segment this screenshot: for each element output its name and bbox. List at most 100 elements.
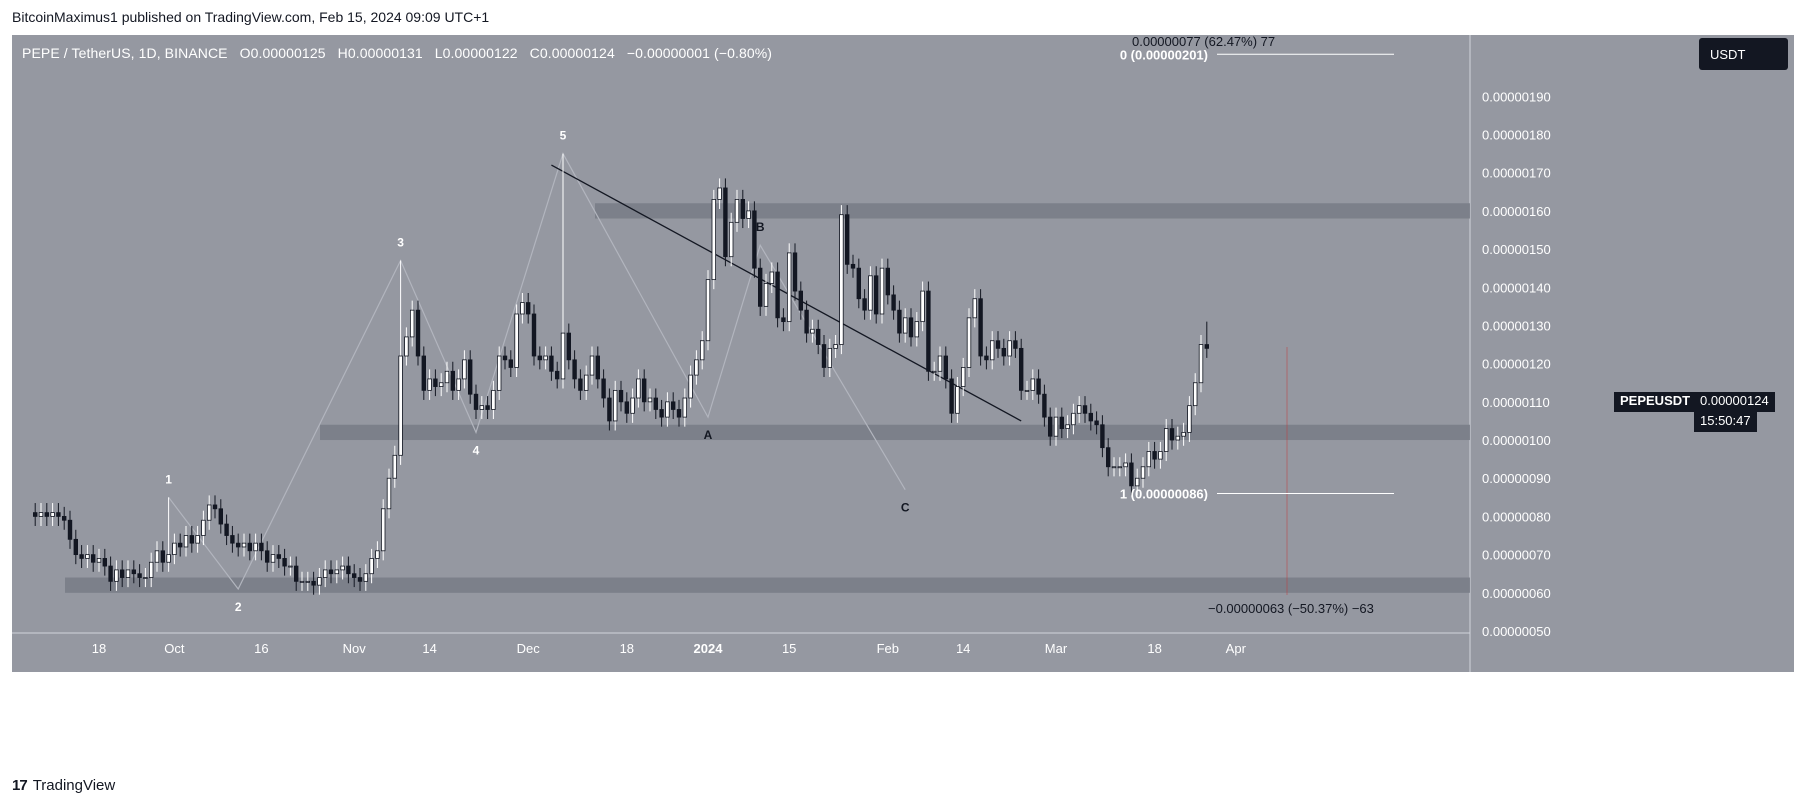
candle-body — [67, 519, 73, 540]
symbol-title[interactable]: PEPE / TetherUS, 1D, BINANCE — [22, 45, 228, 61]
candle-up — [543, 346, 548, 370]
candle-down — [676, 399, 682, 427]
candle-up — [166, 497, 171, 572]
candle-down — [740, 189, 745, 229]
candle-body — [346, 565, 351, 575]
candle-up — [369, 548, 374, 584]
candle-body — [920, 290, 925, 323]
candle-up — [868, 266, 873, 320]
candle-up — [972, 289, 977, 328]
candle-body — [1111, 466, 1117, 469]
candle-body — [421, 355, 426, 391]
candle-down — [264, 541, 270, 572]
candle-body — [1077, 405, 1082, 414]
candle-body — [264, 550, 270, 563]
candle-body — [763, 283, 769, 307]
candle-up — [253, 533, 258, 561]
candle-up — [496, 346, 502, 400]
candle-up — [1111, 457, 1117, 477]
candle-up — [961, 357, 966, 397]
candle-down — [885, 258, 890, 305]
candle-body — [276, 554, 281, 559]
candle-down — [189, 525, 194, 553]
candle-down — [566, 323, 571, 370]
candle-up — [317, 567, 322, 595]
currency-button[interactable]: USDT — [1699, 38, 1788, 70]
candle-body — [38, 512, 44, 517]
candle-up — [903, 308, 908, 343]
candle-down — [1152, 441, 1157, 469]
candle-body — [531, 313, 537, 357]
candle-up — [1024, 380, 1030, 400]
candle-up — [647, 388, 653, 412]
candle-up — [827, 338, 832, 378]
candle-body — [293, 565, 299, 582]
candle-down — [485, 396, 490, 420]
candle-body — [520, 302, 525, 315]
candle-up — [729, 212, 734, 267]
candle-body — [363, 573, 368, 582]
price-tick-label: 0.00000170 — [1482, 166, 1551, 181]
wave-label: 3 — [397, 236, 404, 250]
candle-up — [270, 545, 276, 572]
candle-body — [508, 359, 513, 368]
candle-body — [375, 550, 380, 559]
candle-up — [427, 369, 432, 400]
candle-down — [908, 308, 914, 347]
candle-body — [688, 374, 693, 399]
candle-body — [671, 401, 676, 410]
candle-body — [897, 309, 902, 334]
candle-body — [311, 580, 316, 586]
candle-body — [845, 214, 850, 265]
candle-down — [421, 346, 426, 400]
candle-up — [154, 541, 160, 572]
candle-body — [369, 558, 374, 575]
low-key: L — [434, 45, 443, 61]
price-chart[interactable]: 1 2 3 4 5 A B C 0 (0.00000201) 1 (0.00000086) 0.00… — [12, 35, 1794, 732]
candle-down — [758, 258, 763, 316]
candle-body — [282, 558, 287, 567]
candle-up — [833, 335, 838, 358]
candle-up — [38, 503, 44, 526]
candle-body — [491, 389, 496, 410]
candle-body — [1129, 462, 1134, 487]
candle-body — [537, 355, 542, 361]
candle-down — [212, 495, 218, 519]
candle-body — [404, 336, 409, 357]
candle-body — [183, 535, 189, 548]
candle-body — [247, 542, 252, 552]
candle-down — [572, 350, 577, 389]
candle-body — [148, 561, 154, 578]
candle-down — [874, 266, 879, 324]
candle-up — [404, 327, 409, 366]
candle-up — [438, 373, 444, 397]
candle-body — [259, 542, 264, 552]
candle-body — [856, 267, 861, 300]
candle-body — [1181, 431, 1186, 437]
candle-up — [636, 369, 641, 408]
candle-body — [775, 271, 780, 319]
candle-body — [386, 477, 392, 510]
candle-body — [729, 221, 734, 258]
candle-up — [125, 560, 131, 588]
candle-body — [485, 405, 490, 410]
candle-up — [966, 308, 972, 378]
candle-down — [624, 392, 629, 423]
candle-body — [1123, 462, 1128, 468]
time-tick-label: Apr — [1226, 641, 1247, 656]
candle-down — [502, 346, 508, 370]
candle-body — [409, 309, 415, 338]
candle-body — [914, 321, 919, 338]
high-key: H — [337, 45, 348, 61]
candle-body — [253, 542, 258, 552]
candle-body — [642, 378, 647, 403]
candle-up — [937, 346, 943, 381]
candle-body — [427, 378, 432, 391]
candle-body — [827, 347, 832, 368]
close-key: C — [529, 45, 540, 61]
candle-down — [607, 388, 612, 431]
descending-trendline[interactable] — [551, 164, 1022, 422]
candle-down — [62, 506, 67, 530]
tradingview-logo[interactable]: 17 TradingView — [12, 777, 115, 794]
candle-body — [1059, 416, 1064, 429]
